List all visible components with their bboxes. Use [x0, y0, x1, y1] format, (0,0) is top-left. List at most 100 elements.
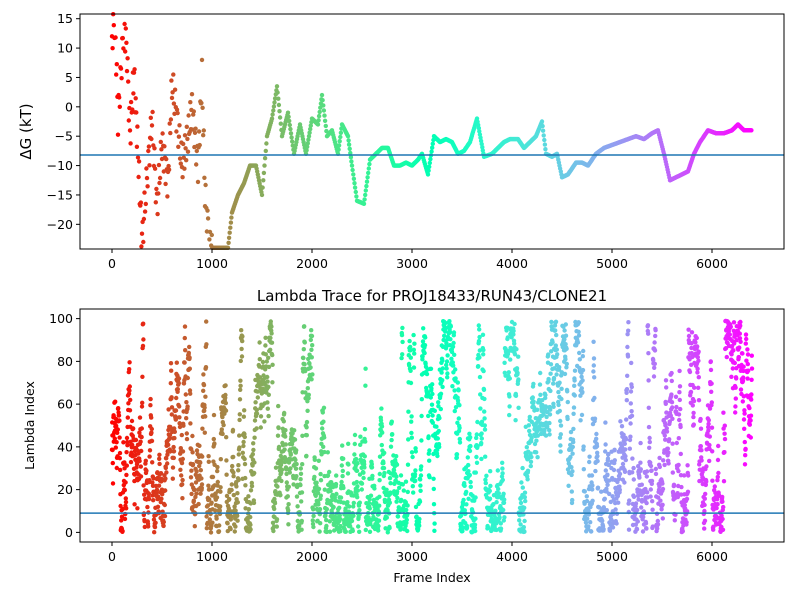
- lambda-point: [702, 526, 707, 531]
- lambda-point: [643, 521, 649, 526]
- lambda-point: [116, 406, 121, 411]
- lambda-point: [238, 358, 243, 364]
- lambda-point: [407, 363, 412, 368]
- lambda-point: [331, 504, 336, 510]
- lambda-point: [180, 449, 186, 454]
- lambda-point: [398, 524, 403, 530]
- lambda-point: [556, 389, 561, 395]
- delta-g-point: [226, 240, 231, 245]
- lambda-point: [229, 487, 234, 493]
- lambda-point: [266, 364, 272, 370]
- lambda-point: [724, 354, 729, 360]
- lambda-point: [314, 480, 319, 485]
- lambda-point: [110, 447, 115, 453]
- lambda-point: [646, 378, 651, 383]
- lambda-point: [476, 364, 481, 369]
- delta-g-point: [180, 175, 185, 180]
- delta-g-point: [194, 162, 199, 167]
- lambda-point: [689, 362, 694, 367]
- lambda-point: [206, 454, 211, 459]
- lambda-point: [253, 400, 258, 405]
- lambda-point: [562, 328, 567, 333]
- lambda-point: [424, 371, 430, 377]
- lambda-point: [617, 476, 622, 482]
- lambda-point: [284, 480, 289, 485]
- lambda-point: [670, 416, 675, 421]
- lambda-point: [646, 331, 651, 336]
- lambda-point: [123, 499, 129, 505]
- lambda-point: [733, 404, 738, 409]
- lambda-point: [558, 449, 563, 454]
- lambda-point: [487, 496, 493, 501]
- lambda-point: [377, 454, 383, 459]
- lambda-point: [251, 441, 256, 446]
- lambda-point: [235, 500, 240, 505]
- delta-g-point: [174, 107, 180, 112]
- lambda-point: [595, 458, 600, 464]
- lambda-point: [147, 454, 152, 459]
- lambda-point: [678, 424, 683, 430]
- lambda-point: [299, 527, 304, 532]
- lambda-point: [522, 495, 527, 500]
- lambda-point: [546, 376, 551, 382]
- bottom-scatter-points: [109, 318, 755, 535]
- lambda-point: [124, 506, 129, 511]
- lambda-point: [404, 507, 409, 513]
- lambda-point: [468, 484, 473, 489]
- lambda-point: [165, 461, 170, 466]
- lambda-point: [120, 528, 125, 534]
- lambda-point: [457, 440, 463, 445]
- delta-g-point: [290, 139, 295, 144]
- lambda-point: [461, 525, 466, 530]
- lambda-point: [198, 460, 203, 465]
- lambda-point: [495, 468, 500, 473]
- lambda-point: [548, 407, 553, 412]
- delta-g-point: [163, 181, 168, 187]
- lambda-point: [270, 380, 275, 385]
- lambda-point: [494, 527, 499, 533]
- delta-g-point: [274, 84, 280, 89]
- lambda-point: [482, 409, 487, 414]
- lambda-point: [545, 424, 550, 429]
- lambda-point: [341, 500, 346, 505]
- delta-g-point: [259, 192, 265, 198]
- lambda-point: [307, 361, 312, 366]
- delta-g-point: [171, 101, 177, 106]
- lambda-point: [444, 359, 450, 364]
- delta-g-point: [316, 113, 322, 119]
- lambda-point: [172, 429, 177, 434]
- delta-g-point: [427, 160, 432, 166]
- delta-g-point: [226, 235, 232, 240]
- y-tick-label: 15: [57, 11, 73, 26]
- lambda-point: [401, 488, 406, 493]
- lambda-point: [475, 419, 480, 425]
- lambda-point: [304, 433, 309, 438]
- bottom-x-ticks: 0 1000 2000 3000 4000 5000 6000: [108, 542, 728, 564]
- delta-g-point: [338, 130, 344, 135]
- lambda-point: [566, 483, 571, 488]
- lambda-point: [110, 460, 116, 466]
- lambda-point: [139, 404, 145, 409]
- lambda-point: [456, 388, 461, 393]
- lambda-point: [242, 408, 247, 413]
- lambda-point: [137, 415, 143, 420]
- lambda-point: [189, 468, 194, 473]
- lambda-point: [187, 388, 193, 393]
- lambda-point: [704, 464, 709, 469]
- lambda-point: [706, 424, 711, 430]
- lambda-point: [220, 431, 225, 437]
- lambda-point: [613, 507, 618, 512]
- lambda-point: [340, 473, 345, 479]
- lambda-point: [141, 337, 146, 342]
- lambda-point: [138, 474, 144, 479]
- lambda-point: [473, 516, 478, 521]
- lambda-point: [440, 384, 445, 390]
- delta-g-point: [131, 91, 136, 96]
- delta-g-point: [286, 114, 291, 120]
- lambda-point: [298, 482, 303, 488]
- lambda-point: [474, 432, 479, 437]
- lambda-point: [481, 368, 486, 374]
- lambda-point: [639, 505, 644, 510]
- lambda-point: [749, 366, 755, 371]
- lambda-point: [626, 320, 631, 325]
